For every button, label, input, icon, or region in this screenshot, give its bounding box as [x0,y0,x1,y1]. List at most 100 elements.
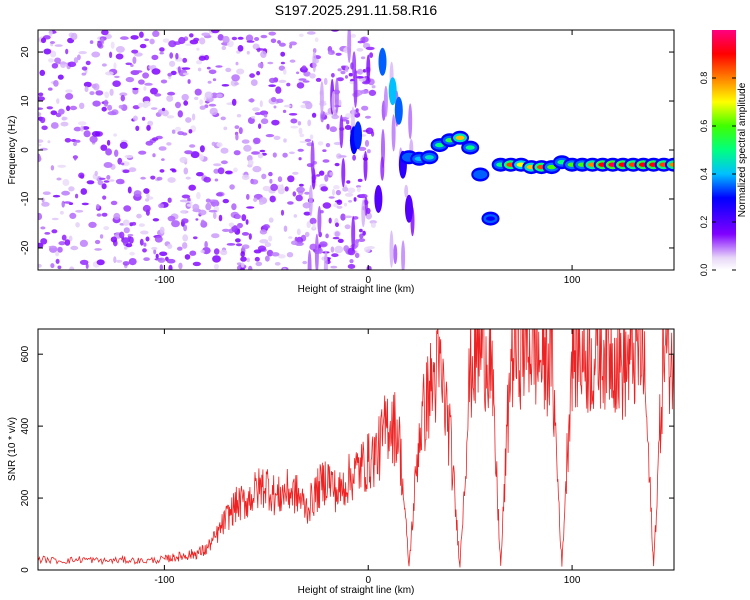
speckle-blob [325,143,331,148]
speckle-blob [54,57,62,64]
speckle-blob [181,194,191,199]
speckle-blob [132,56,137,64]
speckle-blob [259,149,266,153]
spectrogram-speckle [38,30,415,270]
speckle-blob [57,265,62,270]
speckle-blob [326,123,330,130]
speckle-blob [257,153,264,159]
streak-signal-blob [388,77,397,106]
speckle-blob [280,51,286,57]
speckle-blob [159,251,168,257]
speckle-blob [251,115,256,119]
speckle-blob [197,67,202,72]
speckle-blob [199,37,206,45]
streak-blob [347,30,352,64]
speckle-blob [220,160,228,165]
speckle-blob [133,190,142,198]
speckle-blob [217,34,224,41]
speckle-blob [139,43,147,49]
speckle-blob [359,228,363,233]
speckle-blob [69,105,78,111]
speckle-blob [199,145,205,153]
speckle-blob [75,209,84,213]
speckle-blob [349,259,354,264]
colorbar: 0.0 0.2 0.4 0.6 0.8 Normalized spectral ampl… [699,30,748,276]
speckle-blob [80,188,88,195]
speckle-blob [144,38,150,42]
speckle-blob [261,173,267,180]
speckle-blob [48,58,54,63]
speckle-blob [221,45,227,51]
y-tick-label: 20 [20,46,31,58]
speckle-blob [241,139,250,144]
streak-blob [314,233,319,270]
speckle-blob [91,131,101,137]
speckle-blob [289,59,296,63]
speckle-blob [144,100,151,107]
speckle-blob [354,252,360,259]
speckle-blob [369,220,377,224]
speckle-blob [231,203,237,211]
speckle-blob [269,178,273,184]
speckle-blob [266,249,274,257]
speckle-blob [179,199,188,203]
speckle-blob [98,177,106,180]
speckle-blob [335,189,341,196]
speckle-blob [262,224,270,230]
speckle-blob [277,254,286,259]
speckle-blob [358,238,366,243]
speckle-blob [235,214,241,220]
speckle-blob [114,149,119,157]
speckle-blob [38,112,42,117]
streak-blob [401,240,406,270]
y-tick-label: 600 [20,345,31,362]
speckle-blob [309,134,314,140]
speckle-blob [203,176,211,183]
speckle-blob [336,199,343,205]
speckle-blob [241,214,247,222]
speckle-blob [360,89,369,94]
speckle-blob [145,236,150,242]
speckle-blob [114,75,120,79]
speckle-blob [91,83,97,89]
speckle-blob [196,47,200,51]
speckle-blob [330,246,335,253]
speckle-blob [225,67,232,73]
speckle-blob [125,77,135,83]
speckle-blob [346,180,351,184]
colorbar-ticks: 0.0 0.2 0.4 0.6 0.8 [699,72,736,276]
speckle-blob [167,91,176,96]
speckle-blob [189,144,196,148]
speckle-blob [154,235,163,243]
speckle-blob [102,195,107,200]
speckle-blob [101,183,107,190]
streak-blob [366,54,371,81]
speckle-blob [158,146,167,151]
speckle-blob [192,203,200,211]
speckle-blob [135,70,143,73]
speckle-blob [250,79,258,86]
speckle-blob [369,52,374,58]
speckle-blob [299,133,305,138]
speckle-blob [190,151,200,159]
speckle-blob [204,91,213,99]
speckle-blob [357,178,363,182]
speckle-blob [182,234,189,242]
speckle-blob [129,251,135,256]
speckle-blob [240,267,245,270]
speckle-blob [287,175,295,183]
speckle-blob [362,230,366,236]
speckle-blob [159,169,165,173]
speckle-blob [283,104,292,108]
speckle-blob [253,197,258,202]
speckle-blob [104,91,110,99]
speckle-blob [110,236,118,243]
speckle-blob [355,76,364,79]
speckle-blob [89,135,98,143]
speckle-blob [272,152,277,158]
speckle-blob [362,69,367,73]
speckle-blob [223,126,228,131]
speckle-blob [41,201,50,207]
speckle-blob [145,140,154,146]
speckle-blob [200,249,205,254]
